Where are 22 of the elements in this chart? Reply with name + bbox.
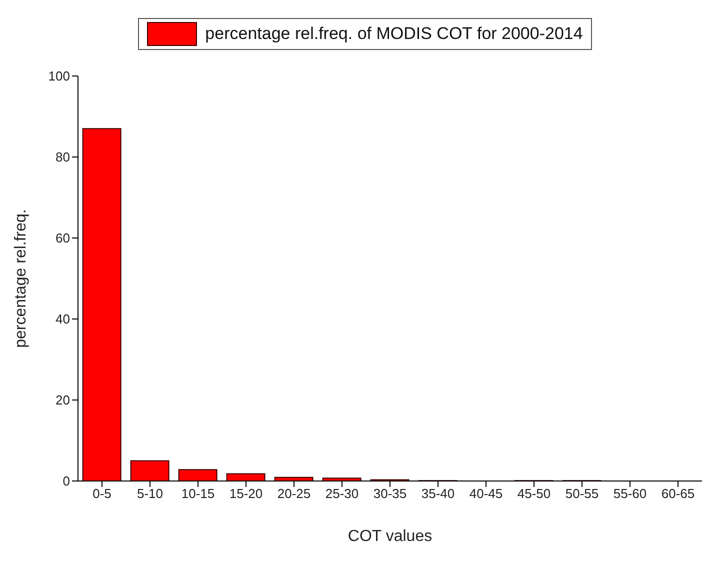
- y-tick-label: 80: [56, 150, 70, 165]
- x-tick-label: 30-35: [373, 486, 407, 502]
- y-tick-label: 60: [56, 230, 70, 246]
- x-tick-label: 20-25: [277, 486, 311, 502]
- y-axis-title: percentage rel.freq.: [12, 209, 30, 348]
- y-tick-label: 20: [56, 392, 70, 408]
- x-axis-title: COT values: [348, 528, 432, 545]
- legend-label: percentage rel.freq. of MODIS COT for 2000-2014: [204, 23, 583, 45]
- y-tick-label: 100: [48, 68, 70, 84]
- x-tick-label: 55-60: [613, 486, 647, 502]
- x-tick-label: 15-20: [229, 486, 263, 502]
- x-tick-label: 0-5: [92, 486, 112, 502]
- x-tick-label: 10-15: [181, 486, 215, 502]
- y-tick-label: 0: [62, 474, 70, 489]
- x-tick-label: 45-50: [517, 486, 551, 502]
- x-tick-label: 35-40: [421, 486, 455, 502]
- x-tick-label: 25-30: [325, 486, 359, 502]
- x-tick-label: 5-10: [136, 486, 164, 502]
- x-tick-label: 50-55: [565, 486, 599, 502]
- x-tick-label: 60-65: [661, 486, 695, 502]
- y-tick-label: 40: [56, 312, 70, 327]
- x-tick-label: 40-45: [469, 486, 503, 502]
